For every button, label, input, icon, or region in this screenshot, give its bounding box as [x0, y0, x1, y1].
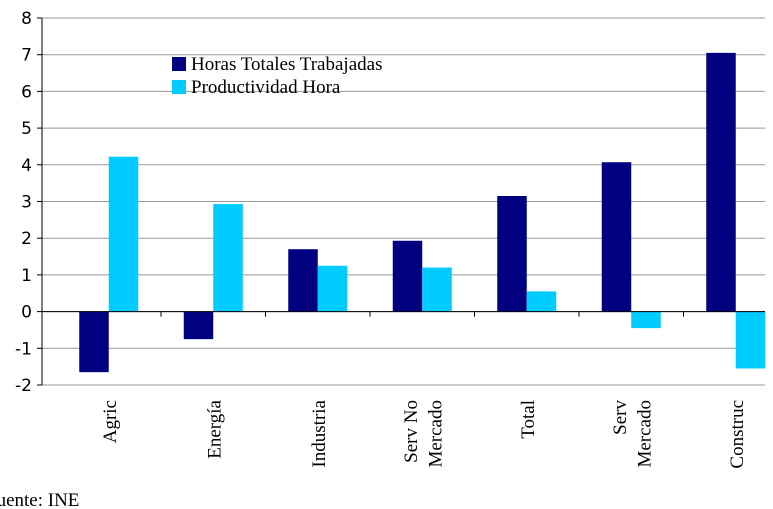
- x-tick-label: Agric: [100, 400, 121, 443]
- bar: [213, 204, 243, 312]
- y-tick-label: 8: [21, 9, 32, 29]
- x-tick-label: Construc: [727, 400, 748, 469]
- y-tick-label: 6: [21, 82, 32, 102]
- x-tick-label: Serv No Mercado: [401, 400, 447, 468]
- bar: [79, 311, 109, 373]
- y-tick-label: 4: [21, 156, 32, 176]
- x-tick-label: Industria: [309, 399, 330, 467]
- bar: [317, 265, 348, 312]
- bar: [631, 311, 661, 329]
- y-tick-label: 3: [21, 193, 32, 213]
- legend-swatch: [172, 57, 186, 71]
- bar: [183, 311, 214, 340]
- y-tick-label: 0: [21, 303, 32, 323]
- y-tick-label: 7: [21, 46, 32, 66]
- x-tick-label: Energía: [204, 399, 225, 458]
- x-tick-label: Total: [518, 400, 539, 439]
- y-tick-label: -1: [15, 339, 32, 359]
- y-tick-label: 5: [21, 119, 32, 139]
- bar: [422, 267, 452, 312]
- bar: [108, 156, 139, 312]
- bar: [601, 162, 632, 312]
- y-tick-label: 2: [21, 229, 32, 249]
- bar: [497, 195, 527, 312]
- legend-label: Horas Totales Trabajadas: [191, 54, 382, 75]
- bar: [392, 240, 423, 312]
- source: Fuente: INE: [0, 490, 79, 509]
- y-tick-label: -2: [15, 376, 32, 396]
- bar: [735, 311, 766, 369]
- legend-label: Productividad Hora: [191, 77, 341, 98]
- x-tick-label: Serv Mercado: [610, 400, 656, 468]
- bar: [706, 52, 736, 312]
- legend-swatch: [172, 80, 186, 94]
- bar: [526, 291, 557, 312]
- bar: [288, 249, 318, 312]
- y-tick-label: 1: [21, 266, 32, 286]
